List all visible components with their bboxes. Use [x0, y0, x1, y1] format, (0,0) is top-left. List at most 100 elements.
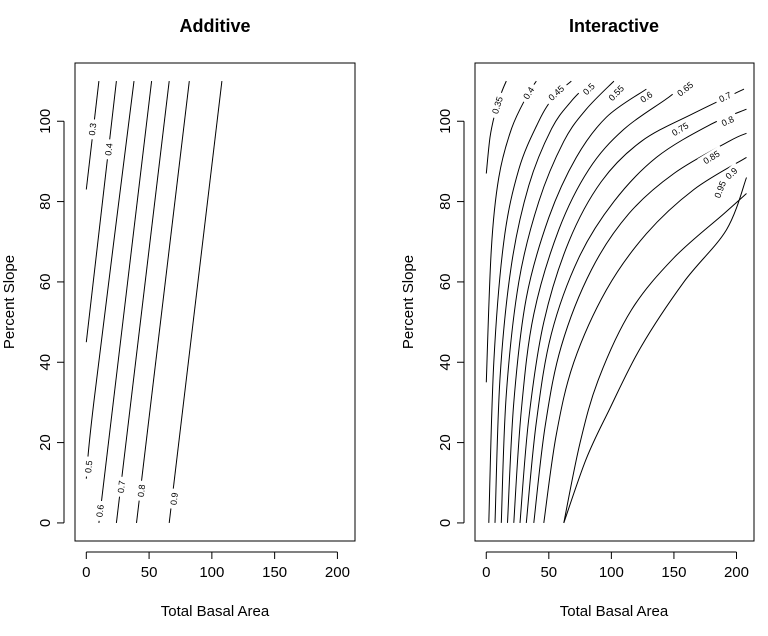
y-axis-label-interactive: Percent Slope [400, 255, 417, 349]
contour-label-additive: 0.8 [136, 484, 147, 498]
contour-line-interactive-0.85 [543, 156, 747, 523]
contour-label-additive: 0.5 [83, 460, 94, 473]
plot-frame-interactive [474, 62, 755, 542]
y-axis-label-additive: Percent Slope [1, 255, 18, 349]
contour-label-group-additive: 0.3 [85, 118, 99, 140]
contour-label-additive: 0.9 [168, 492, 179, 506]
y-axis-interactive: 0 20 40 60 80 100 [437, 109, 465, 527]
contour-label-mask [487, 91, 507, 120]
contour-label-group-interactive: 0.65 [671, 76, 699, 102]
contour-line-interactive-0.75 [525, 108, 747, 523]
x-axis-label-additive: Total Basal Area [161, 603, 270, 620]
y-tick-label-additive: 0 [37, 519, 54, 527]
contour-label-group-interactive: 0.45 [542, 79, 570, 106]
contour-label-mask [709, 175, 730, 204]
x-tick-label-interactive: 50 [540, 564, 557, 581]
x-axis-label-interactive: Total Basal Area [560, 603, 669, 620]
contour-line-interactive-0.6 [507, 88, 647, 523]
contour-label-additive: 0.4 [103, 143, 114, 157]
contour-line-interactive-0.65 [513, 80, 690, 523]
y-tick-label-interactive: 60 [437, 274, 454, 291]
x-tick-label-additive: 0 [82, 564, 90, 581]
contour-label-group-interactive: 0.95 [709, 175, 730, 204]
contour-line-interactive-0.9 [563, 193, 747, 523]
contour-label-mask [85, 118, 99, 140]
x-tick-label-additive: 200 [325, 564, 350, 581]
contour-label-group-interactive: 0.7 [713, 87, 737, 106]
contour-label-mask [671, 76, 699, 102]
y-tick-label-additive: 80 [37, 193, 54, 210]
contour-label-group-additive: 0.6 [92, 500, 107, 522]
contour-label-group-additive: 0.4 [101, 138, 116, 160]
contour-label-group-interactive: 0.55 [603, 79, 630, 106]
x-axis-additive: 0 50 100 150 200 [82, 551, 350, 581]
chart-title-additive: Additive [179, 16, 250, 36]
contour-group-additive: 0.3 0.4 0.5 0.6 0.7 0.8 0.9 [81, 81, 223, 523]
contour-line-additive-0.8 [136, 81, 190, 523]
contour-label-additive: 0.7 [116, 480, 127, 494]
contour-line-additive-0.9 [168, 81, 223, 523]
x-tick-label-interactive: 150 [661, 564, 686, 581]
x-tick-label-interactive: 0 [482, 564, 490, 581]
contour-label-mask [713, 87, 737, 106]
x-tick-label-interactive: 100 [599, 564, 624, 581]
contour-label-mask [114, 476, 128, 498]
contour-label-mask [518, 81, 539, 105]
contour-line-interactive-0.55 [500, 80, 615, 523]
contour-label-interactive: 0.7 [717, 90, 733, 104]
contour-label-group-additive: 0.5 [81, 456, 95, 478]
x-tick-label-additive: 50 [141, 564, 158, 581]
chart-title-interactive: Interactive [569, 16, 659, 36]
contour-label-additive: 0.3 [87, 123, 98, 137]
contour-label-mask [603, 79, 630, 106]
contour-label-group-interactive: 0.75 [665, 117, 694, 141]
contour-line-interactive-0.45 [488, 80, 572, 523]
contour-line-interactive-0.95 [563, 177, 747, 524]
contour-line-interactive-0.7 [519, 88, 745, 523]
contour-label-mask [92, 500, 107, 522]
contour-label-group-interactive: 0.35 [487, 91, 507, 120]
y-tick-label-interactive: 0 [437, 519, 454, 527]
contour-label-mask [634, 86, 658, 107]
y-tick-label-interactive: 20 [437, 434, 454, 451]
contour-label-group-interactive: 0.8 [716, 111, 739, 130]
contour-label-additive: 0.6 [94, 504, 105, 518]
contour-line-interactive-0.5 [494, 80, 592, 523]
y-tick-label-additive: 40 [37, 354, 54, 371]
contour-label-mask [716, 111, 739, 130]
contour-label-group-interactive: 0.85 [697, 145, 726, 169]
y-tick-label-additive: 20 [37, 434, 54, 451]
contour-label-interactive: 0.95 [712, 180, 728, 200]
x-tick-label-interactive: 200 [724, 564, 749, 581]
contour-line-additive-0.7 [115, 81, 170, 523]
y-tick-label-additive: 100 [37, 109, 54, 134]
contour-label-mask [665, 117, 694, 141]
y-tick-label-interactive: 100 [437, 109, 454, 134]
contour-line-additive-0.6 [98, 81, 153, 523]
contour-label-mask [697, 145, 726, 169]
contour-label-mask [101, 138, 116, 160]
contour-label-group-additive: 0.8 [134, 480, 148, 502]
contour-label-group-interactive: 0.4 [518, 81, 539, 105]
contour-group-interactive: 0.350.4 0.45 0.5 0.55 0.6 0.65 0.70.75 0.80.850… [485, 76, 747, 524]
plot-frame-additive [74, 62, 356, 542]
y-axis-additive: 0 20 40 60 80 100 [37, 109, 65, 527]
contour-label-group-additive: 0.9 [167, 488, 181, 510]
contour-label-mask [81, 456, 95, 478]
contour-label-mask [542, 79, 570, 106]
contour-label-group-additive: 0.7 [114, 476, 128, 498]
x-axis-interactive: 0 50 100 150 200 [482, 551, 749, 581]
contour-label-interactive: 0.8 [720, 114, 736, 128]
contour-label-mask [577, 77, 600, 100]
x-tick-label-additive: 150 [262, 564, 287, 581]
y-tick-label-interactive: 40 [437, 354, 454, 371]
panel-interactive: Interactive 0 50 100 150 200 0 20 40 60 80 100 0.… [400, 16, 755, 620]
x-tick-label-additive: 100 [199, 564, 224, 581]
contour-label-mask [167, 488, 181, 510]
y-tick-label-interactive: 80 [437, 193, 454, 210]
contour-label-mask [134, 480, 148, 502]
contour-label-interactive: 0.35 [490, 95, 505, 115]
y-tick-label-additive: 60 [37, 274, 54, 291]
